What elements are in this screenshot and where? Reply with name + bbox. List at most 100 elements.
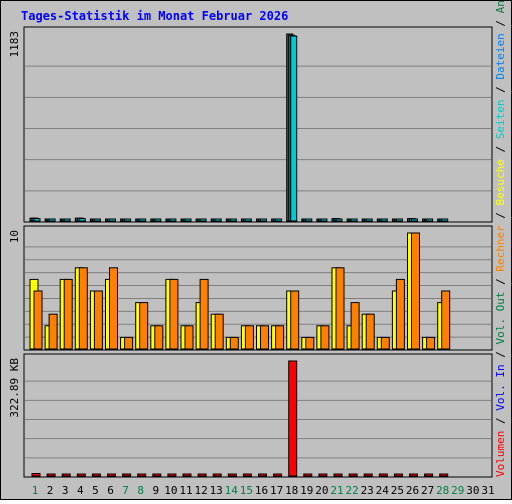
bar-seiten-day-24: [380, 218, 388, 222]
bar-seiten-day-26: [411, 218, 418, 222]
bar-seiten-day-13: [214, 218, 222, 222]
legend: Volumen / Vol. In / Vol. Out / Rechner /…: [494, 0, 507, 477]
bar-volumen-day-6: [107, 473, 116, 477]
legend-item-anfragen: Anfragen: [494, 1, 507, 13]
legend-item-besuche: Besuche: [494, 159, 507, 205]
bar-seiten-day-7: [124, 218, 132, 222]
bar-rechner-day-25: [395, 278, 405, 350]
bar-rechner-day-28: [441, 290, 451, 350]
bar-rechner-day-11: [184, 325, 194, 350]
bar-volumen-day-23: [363, 473, 373, 477]
chart-title: Tages-Statistik im Monat Februar 2026: [21, 9, 288, 23]
bar-rechner-day-24: [380, 336, 390, 350]
bar-rechner-day-16: [260, 325, 269, 350]
bar-volumen-day-26: [409, 473, 418, 477]
bar-rechner-day-9: [154, 325, 164, 350]
bar-seiten-day-5: [93, 218, 101, 222]
bar-seiten-day-25: [395, 218, 403, 222]
day-label: 27: [421, 484, 434, 497]
bar-volumen-day-8: [137, 473, 147, 477]
day-label: 13: [210, 484, 223, 497]
bar-seiten-day-4: [78, 218, 86, 222]
bar-rechner-day-1: [33, 290, 43, 350]
bar-volumen-day-21: [333, 473, 343, 477]
bar-rechner-day-8: [139, 302, 149, 350]
day-label: 15: [240, 484, 253, 497]
day-label: 28: [436, 484, 449, 497]
day-label: 2: [47, 484, 54, 497]
day-label: 8: [137, 484, 144, 497]
bar-rechner-day-7: [124, 336, 134, 350]
day-label: 4: [77, 484, 84, 497]
day-label: 17: [270, 484, 283, 497]
bar-volumen-day-16: [258, 473, 267, 477]
bar-volumen-day-28: [439, 473, 449, 477]
bar-rechner-day-20: [320, 325, 330, 350]
day-label: 3: [62, 484, 69, 497]
volume-panel: 322.89 KB: [8, 353, 493, 478]
bar-rechner-day-10: [169, 278, 179, 350]
bar-rechner-day-19: [305, 336, 315, 350]
bar-rechner-day-6: [109, 267, 118, 350]
bar-volumen-day-12: [197, 473, 207, 477]
day-label: 25: [391, 484, 404, 497]
bar-rechner-day-26: [411, 232, 420, 350]
bar-volumen-day-13: [212, 473, 222, 477]
y-max-label: 1183: [8, 31, 21, 58]
day-label: 10: [164, 484, 177, 497]
day-label: 1: [32, 484, 39, 497]
day-label: 16: [255, 484, 268, 497]
bar-volumen-day-19: [303, 473, 313, 477]
bar-rechner-day-18: [290, 290, 300, 350]
bar-seiten-day-12: [199, 218, 207, 222]
bar-volumen-day-9: [152, 473, 162, 477]
bar-volumen-day-17: [273, 473, 283, 477]
day-label: 12: [194, 484, 207, 497]
bar-volumen-day-18: [288, 360, 298, 477]
bar-volumen-day-22: [348, 473, 358, 477]
legend-separator: /: [494, 139, 507, 159]
bar-rechner-day-12: [199, 278, 209, 350]
bar-seiten-day-6: [109, 218, 116, 222]
bar-seiten-day-16: [260, 218, 267, 222]
bar-rechner-day-23: [365, 313, 375, 350]
day-label: 30: [466, 484, 479, 497]
bar-seiten-day-8: [139, 218, 147, 222]
legend-item-seiten: Seiten: [494, 99, 507, 139]
legend-text: Volumen / Vol. In / Vol. Out / Rechner /…: [494, 1, 507, 477]
day-label: 11: [179, 484, 192, 497]
bar-rechner-day-14: [229, 336, 239, 350]
day-label: 5: [92, 484, 99, 497]
bar-volumen-day-7: [122, 473, 132, 477]
legend-item-rechner: Rechner: [494, 225, 507, 272]
bar-seiten-day-18: [290, 35, 298, 222]
bar-volumen-day-4: [76, 473, 86, 477]
y-max-label: 10: [8, 230, 21, 243]
bar-volumen-day-15: [242, 473, 252, 477]
bar-rechner-day-21: [335, 267, 345, 350]
plot-area: [23, 26, 493, 223]
bar-rechner-day-4: [78, 267, 88, 350]
day-label: 6: [107, 484, 114, 497]
bar-volumen-day-1: [31, 473, 41, 477]
legend-separator: /: [494, 411, 507, 431]
day-label: 18: [285, 484, 298, 497]
bar-volumen-day-14: [227, 473, 237, 477]
day-label: 31: [481, 484, 494, 497]
bar-volumen-day-2: [46, 473, 56, 477]
bar-rechner-day-27: [426, 336, 436, 350]
legend-separator: /: [494, 345, 507, 365]
bar-rechner-day-3: [63, 278, 73, 350]
day-label: 19: [300, 484, 313, 497]
day-axis: 1 2 3 4 5 6 7 8 9 10 11 12 13 14 15 16 17 18 19 20 21 22 23 24 2…: [32, 484, 495, 497]
legend-separator: /: [494, 80, 507, 100]
bar-rechner-day-2: [48, 313, 58, 350]
visits-panel: 10: [8, 225, 493, 351]
legend-item-dateien: Dateien: [494, 33, 507, 79]
bar-seiten-day-20: [320, 218, 328, 222]
bar-volumen-day-25: [393, 473, 403, 477]
bar-seiten-day-14: [229, 218, 237, 222]
bar-seiten-day-3: [63, 218, 71, 222]
day-label: 23: [361, 484, 374, 497]
